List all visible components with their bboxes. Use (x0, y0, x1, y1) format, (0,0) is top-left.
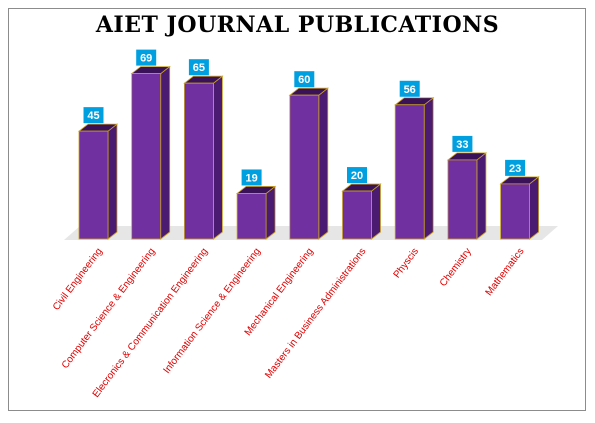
data-label: 69 (136, 49, 157, 66)
data-label-box (347, 167, 367, 184)
bar-front (78, 130, 109, 240)
bar (77, 123, 119, 240)
bar-side (318, 87, 329, 240)
data-label: 19 (241, 169, 262, 186)
bar-front (447, 159, 478, 240)
data-label-text: 69 (140, 53, 152, 65)
data-label-box (452, 135, 473, 152)
data-label: 20 (347, 167, 367, 184)
data-label-text: 56 (404, 84, 416, 96)
bar-side (371, 183, 381, 240)
bar-side (265, 185, 276, 240)
category-label: Elecronics & Communication Engineering (91, 246, 211, 400)
data-label-box (241, 169, 262, 186)
data-labels-group: 45 69 65 19 60 20 56 33 23 (83, 49, 526, 186)
bar-front (131, 73, 162, 240)
data-label-text: 65 (193, 62, 205, 74)
chart-title: AIET JOURNAL PUBLICATIONS (95, 12, 500, 38)
data-label: 65 (188, 59, 209, 76)
bar (130, 65, 171, 240)
bar-side (212, 75, 223, 240)
data-label-box (294, 71, 315, 88)
category-label: Civil Engineering (51, 246, 105, 313)
data-label: 33 (452, 135, 473, 152)
data-label-box (136, 49, 157, 66)
data-label: 60 (294, 71, 315, 88)
data-label-text: 23 (509, 163, 521, 175)
data-label: 56 (399, 80, 420, 97)
bar-side (160, 65, 171, 240)
bar-front (342, 190, 372, 240)
bar (499, 176, 540, 240)
bar-front (183, 82, 214, 240)
data-label-text: 20 (351, 170, 363, 182)
data-label-text: 60 (298, 74, 310, 86)
data-label-box (83, 107, 104, 124)
bar (446, 152, 488, 240)
bars-group (77, 65, 540, 240)
bar (394, 96, 435, 240)
bar-side (107, 123, 118, 240)
category-label: Information Science & Engineering (162, 246, 263, 376)
bar-side (476, 152, 487, 240)
data-label-text: 45 (87, 110, 99, 122)
category-label: Physcis (392, 246, 422, 280)
category-label: Chemistry (438, 246, 474, 289)
data-label-box (399, 80, 420, 97)
bar-front (236, 193, 267, 240)
bar-front (394, 104, 425, 240)
category-label: Masters in Business Administrations (263, 246, 368, 380)
bar (341, 183, 382, 240)
category-label: Computer Science & Engineering (60, 246, 158, 371)
bar-side (529, 176, 539, 240)
bar-front (500, 183, 531, 240)
bar (235, 185, 277, 240)
data-label-text: 19 (245, 172, 257, 184)
bar-front (289, 94, 320, 240)
data-label-box (188, 59, 209, 76)
bar-side (423, 96, 434, 240)
data-label-text: 33 (456, 139, 468, 151)
data-label: 23 (505, 159, 526, 176)
data-label: 45 (83, 107, 104, 124)
bar (183, 75, 224, 240)
data-label-box (505, 159, 526, 176)
category-label: Mathematics (484, 246, 527, 298)
bar (288, 87, 329, 240)
